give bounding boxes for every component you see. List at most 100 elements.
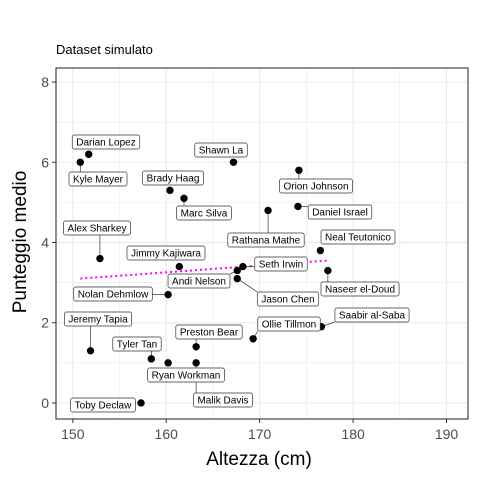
point-label: Tyler Tan [112,336,162,352]
data-point [180,194,188,203]
point-label-box [175,324,243,340]
point-label: Ryan Workman [147,367,225,383]
data-point [249,335,257,343]
point-label-text: Seth Irwin [259,260,303,271]
point-label-text: Rathana Mathe [232,236,301,247]
point-label-box [167,273,231,289]
point-label-text: Daniel Israel [312,208,368,219]
data-point [233,274,241,283]
point-label-text: Jimmy Kajiwara [131,249,201,260]
data-point [294,202,302,211]
point-label-box [320,281,400,297]
point-label-box [254,256,308,272]
point-label-box [142,170,204,186]
point-label-text: Toby Declaw [75,401,132,412]
point-label-box [64,311,132,327]
point-label-box [176,205,232,221]
point-label: Rathana Mathe [227,232,305,248]
point-label: Seth Irwin [254,256,308,272]
chart-subtitle: Dataset simulato [56,42,153,57]
point-label-text: Neal Teutonico [325,233,391,244]
plot-panel [55,67,469,420]
data-point [96,254,104,263]
point-label: Toby Declaw [70,397,136,413]
data-point [264,206,272,215]
x-tick-label: 170 [248,426,272,442]
point-label-box [147,367,225,383]
point-label-box [334,307,410,323]
point-label: Orion Johnson [279,178,353,194]
point-label-box [112,336,162,352]
point-label-box [63,220,131,236]
point-label-text: Brady Haag [147,174,200,185]
data-point [175,262,184,271]
point-label-box [70,397,136,413]
point-label-box [256,291,320,307]
point-label-box [126,245,206,261]
point-label-text: Kyle Mayer [73,175,124,186]
data-point [76,158,84,166]
point-label-text: Marc Silva [181,209,228,220]
y-axis: 0 2 4 6 8 [41,74,56,411]
data-point [316,246,325,255]
data-point [192,359,200,367]
data-point [164,359,172,367]
point-label-box [73,286,153,302]
point-label: Shawn La [194,142,248,158]
point-label-text: Ollie Tillmon [262,320,316,331]
data-point [147,355,155,363]
data-point [233,266,241,275]
point-label: Ollie Tillmon [257,316,321,332]
point-label: Daniel Israel [307,204,373,220]
point-label: Brady Haag [142,170,204,186]
panel-border [55,67,469,420]
point-label: Marc Silva [176,205,232,221]
point-label: Neal Teutonico [320,229,396,245]
x-tick-label: 160 [155,426,179,442]
point-label-box [307,204,373,220]
point-label-box [279,178,353,194]
point-label: Saabir al-Saba [334,307,410,323]
label-connector [237,278,258,293]
data-point [324,266,332,275]
data-points [76,150,332,407]
point-label-text: Jason Chen [261,295,314,306]
data-point [84,150,93,158]
data-point [164,290,172,299]
data-point [137,399,145,407]
point-label-box [68,171,128,187]
x-tick-label: 150 [61,426,85,442]
point-label-box [257,316,321,332]
point-label-text: Jeremy Tapia [68,315,128,326]
point-label-text: Preston Bear [180,328,239,339]
y-tick-label: 2 [41,315,49,331]
point-label-text: Saabir al-Saba [339,311,406,322]
data-point [166,186,174,195]
point-label-text: Ryan Workman [152,371,221,382]
point-label: Jason Chen [256,291,320,307]
point-label-text: Shawn La [199,146,244,157]
data-point [239,262,247,271]
point-label: Preston Bear [175,324,243,340]
y-tick-label: 6 [41,154,49,170]
y-tick-label: 0 [41,395,49,411]
point-label: Alex Sharkey [63,220,131,236]
data-point [86,347,95,355]
point-label-text: Tyler Tan [117,340,157,351]
point-label: Kyle Mayer [68,171,128,187]
point-label-text: Orion Johnson [283,182,348,193]
point-label: Jimmy Kajiwara [126,245,206,261]
point-label: Darian Lopez [71,134,141,150]
y-tick-label: 8 [41,74,49,90]
point-label-text: Darian Lopez [76,138,135,149]
point-label: Naseer el-Doud [320,281,400,297]
point-label: Jeremy Tapia [64,311,132,327]
x-tick-label: 190 [435,426,459,442]
point-label-text: Alex Sharkey [68,224,127,235]
point-label-text: Naseer el-Doud [325,285,395,296]
point-label-box [320,229,396,245]
point-label-box [194,142,248,158]
point-label-text: Nolan Dehmlow [78,290,149,301]
point-label: Malik Davis [193,392,253,408]
